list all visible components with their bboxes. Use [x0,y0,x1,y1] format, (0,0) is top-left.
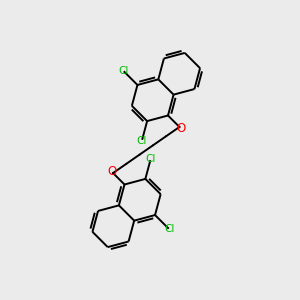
Text: Cl: Cl [146,154,156,164]
Text: O: O [107,165,116,178]
Text: Cl: Cl [137,136,147,146]
Text: Cl: Cl [118,66,128,76]
Text: Cl: Cl [164,224,175,234]
Text: O: O [176,122,185,135]
